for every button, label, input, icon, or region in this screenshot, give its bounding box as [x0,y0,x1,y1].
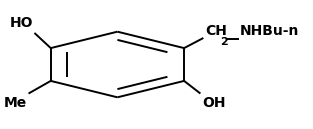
Text: 2: 2 [220,37,228,47]
Text: Me: Me [4,96,27,110]
Text: NHBu-n: NHBu-n [239,24,299,38]
Text: OH: OH [202,96,225,110]
Text: CH: CH [205,24,227,38]
Text: HO: HO [9,16,33,30]
